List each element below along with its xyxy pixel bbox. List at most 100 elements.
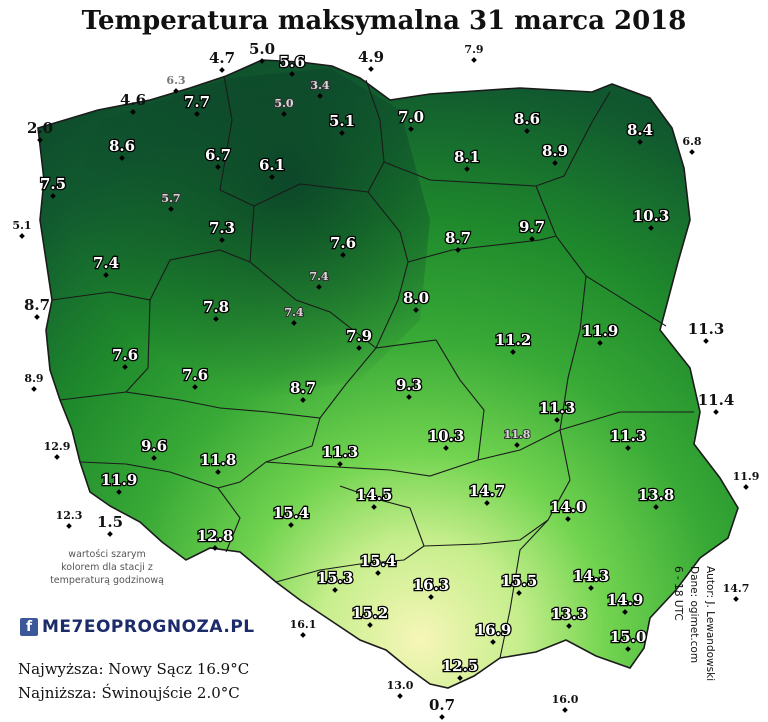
station-value: 8.9 [24,372,43,385]
station-value: 9.7 [519,218,545,236]
station-value: 8.6 [109,137,135,155]
station-marker [529,236,535,242]
station-marker [597,340,603,346]
station-value: 14.7 [469,482,506,500]
station-value: 11.3 [688,320,725,338]
station-value: 7.3 [209,219,235,237]
station-value: 12.5 [442,657,479,675]
station-value: 8.7 [24,296,50,314]
station-marker [406,394,412,400]
station-marker [116,489,122,495]
station-marker [34,314,40,320]
station-marker [332,587,338,593]
station-marker [743,484,749,490]
station-marker [289,71,295,77]
station-value: 9.6 [141,437,167,455]
station-value: 14.9 [607,591,644,609]
station-value: 11.4 [698,391,735,409]
station-value: 10.3 [428,427,465,445]
station-marker [516,590,522,596]
station-marker [291,320,297,326]
station-value: 11.9 [101,471,138,489]
station-marker [367,622,373,628]
station-value: 11.3 [539,399,576,417]
station-marker [173,88,179,94]
station-marker [524,128,530,134]
station-value: 7.4 [284,306,303,319]
station-marker [490,639,496,645]
station-marker [455,247,461,253]
station-value: 12.9 [44,440,71,453]
station-marker [107,531,113,537]
station-value: 6.8 [682,135,701,148]
station-value: 11.3 [322,443,359,461]
station-value: 0.7 [429,696,455,714]
station-marker [554,417,560,423]
station-marker [269,174,275,180]
station-marker [31,386,37,392]
station-value: 14.7 [723,582,750,595]
station-value: 3.4 [310,79,329,92]
station-value: 12.8 [197,527,234,545]
meteoprognoza-logo[interactable]: f ME7EOPROGNOZA.PL [20,616,255,638]
station-marker [514,442,520,448]
station-value: 15.5 [501,572,538,590]
station-value: 4.7 [209,49,235,67]
station-value: 7.6 [182,366,208,384]
facebook-icon[interactable]: f [20,618,38,636]
station-value: 11.3 [610,427,647,445]
station-marker [215,469,221,475]
station-value: 16.0 [552,693,579,706]
station-value: 15.3 [317,569,354,587]
station-marker [337,461,343,467]
station-marker [219,67,225,73]
station-marker [653,504,659,510]
station-marker [625,445,631,451]
station-value: 5.1 [12,219,31,232]
station-marker [300,632,306,638]
station-marker [443,445,449,451]
logo-text[interactable]: ME7EOPROGNOZA.PL [42,617,255,637]
station-value: 7.4 [309,270,328,283]
highest-temperature: Najwyższa: Nowy Sącz 16.9°C [18,660,250,678]
station-marker [130,109,136,115]
station-value: 1.5 [97,513,123,531]
station-marker [408,126,414,132]
station-value: 5.0 [249,40,275,58]
station-marker [622,609,628,615]
credits: Autor: J. Lewandowski Dane: ogimet.com 6… [660,566,722,696]
station-marker [219,237,225,243]
station-value: 13.0 [387,679,414,692]
station-value: 7.9 [464,43,483,56]
station-marker [54,454,60,460]
station-value: 8.7 [445,229,471,247]
station-value: 15.2 [352,604,389,622]
station-marker [103,272,109,278]
station-value: 7.0 [398,108,424,126]
station-marker [439,714,445,720]
station-value: 4.6 [120,91,146,109]
station-value: 13.8 [638,486,675,504]
station-marker [637,139,643,145]
station-marker [703,338,709,344]
station-marker [300,397,306,403]
station-marker [713,409,719,415]
station-value: 5.7 [161,192,180,205]
station-marker [733,596,739,602]
station-value: 16.3 [413,576,450,594]
station-marker [413,307,419,313]
station-values: 5.04.7 5.6 4.9 7.96.3 3.44.6 7.7 5.05.1 7.0 8.68… [12,40,759,720]
station-marker [588,585,594,591]
station-value: 10.3 [633,207,670,225]
credit-source: Dane: ogimet.com [688,566,700,664]
station-marker [215,164,221,170]
station-marker [457,675,463,681]
station-value: 8.4 [627,121,653,139]
station-value: 7.4 [93,254,119,272]
station-marker [194,111,200,117]
station-marker [288,522,294,528]
station-marker [339,130,345,136]
station-value: 7.9 [346,327,372,345]
station-value: 15.4 [360,552,397,570]
